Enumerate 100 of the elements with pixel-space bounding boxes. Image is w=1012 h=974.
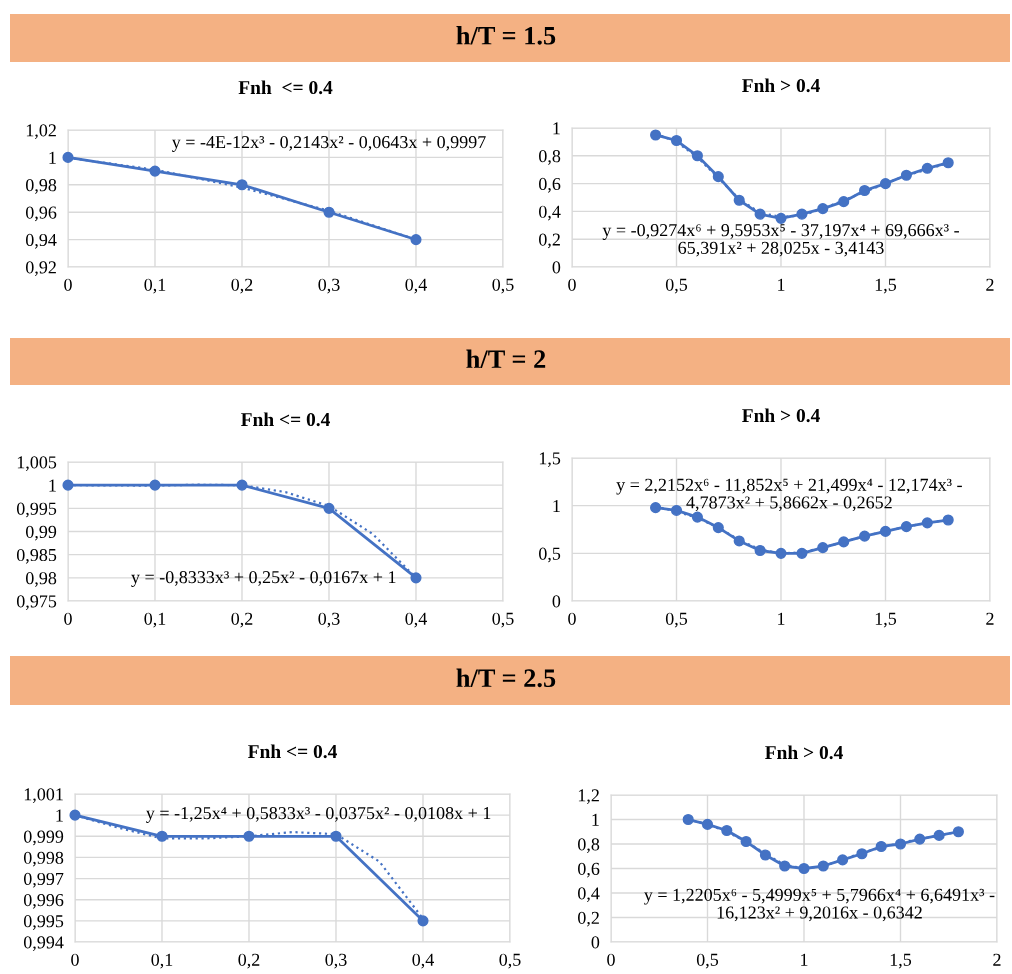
point: [670, 504, 683, 516]
point: [838, 536, 850, 548]
y-tick-label: 0,96: [25, 206, 57, 222]
y-tick-label: 0,995: [16, 502, 57, 518]
point: [410, 572, 422, 584]
annotation: y = -1,25x⁴ + 0,5833x³ - 0,0375x² - 0,0108x + 1: [146, 807, 491, 823]
point: [323, 502, 335, 514]
x-tick-label: 0,4: [412, 953, 434, 969]
point: [712, 522, 724, 534]
point: [879, 525, 892, 537]
y-tick-label: 1: [553, 500, 560, 512]
point: [775, 547, 787, 559]
x-tick-label: 0,3: [325, 953, 347, 969]
x-tick-label: 2: [986, 612, 994, 625]
y-tick-label: 1,2: [578, 789, 599, 805]
point: [952, 826, 964, 838]
y-tick-label: 0,5: [539, 547, 561, 563]
point: [701, 818, 714, 830]
x-tick-label: 0: [568, 278, 576, 291]
point: [900, 521, 912, 533]
y-tick-label: 0,98: [25, 179, 57, 194]
point: [712, 171, 724, 183]
x-tick-label: 0,5: [492, 612, 514, 628]
point: [942, 157, 954, 169]
y-tick-label: 0,994: [23, 936, 64, 952]
x-tick-label: 0,1: [144, 278, 166, 294]
point: [733, 194, 745, 206]
point: [933, 829, 945, 841]
y-tick-label: 0,8: [578, 838, 600, 854]
point: [838, 196, 850, 208]
x-tick-label: 1,5: [890, 953, 912, 969]
y-tick-label: 0,4: [539, 205, 561, 221]
x-tick-label: 0: [64, 612, 72, 625]
x-tick-label: 0,4: [405, 612, 427, 628]
point: [721, 824, 733, 837]
y-tick-label: 0,92: [25, 261, 56, 277]
y-tick-label: 1,001: [24, 788, 63, 804]
point: [859, 530, 871, 542]
y-tick-label: 0,985: [16, 548, 57, 564]
y-tick-label: 0,2: [539, 233, 560, 249]
point: [691, 511, 703, 523]
x-tick-label: 1: [801, 953, 808, 966]
y-tick-label: 0,999: [23, 830, 64, 846]
y-tick-label: 0,998: [23, 851, 64, 867]
point: [62, 479, 74, 491]
point: [156, 830, 168, 842]
y-tick-label: 0: [552, 261, 561, 274]
chart-title: h/T = 2.5: [456, 668, 556, 688]
point: [62, 151, 74, 163]
annotation: y = 2,2152x⁶ - 11,852x⁵ + 21,499x⁴ - 12,174x³ - 4,7873x² + 5,8662x - 0,2652: [616, 478, 962, 512]
x-tick-label: 0: [64, 278, 72, 291]
annotation: y = -0,8333x³ + 0,25x² - 0,0167x + 1: [131, 571, 396, 587]
point: [798, 862, 810, 875]
x-tick-label: 0,5: [665, 278, 688, 294]
y-tick-label: 0,8: [539, 150, 561, 165]
point: [779, 860, 791, 872]
x-tick-label: 0,3: [318, 612, 340, 628]
y-tick-label: 0,4: [578, 887, 600, 903]
chart-subtitle: Fnh <= 0.4: [238, 80, 333, 95]
x-tick-label: 0,1: [151, 953, 173, 969]
y-tick-label: 1: [49, 151, 56, 164]
x-tick-label: 0,4: [405, 278, 427, 294]
chart-subtitle: Fnh > 0.4: [742, 78, 820, 93]
x-tick-label: 0,5: [499, 953, 521, 969]
x-tick-label: 0,2: [238, 953, 260, 969]
point: [650, 502, 662, 514]
y-tick-label: 0,2: [578, 911, 599, 927]
y-tick-label: 1: [49, 479, 56, 492]
point: [879, 178, 892, 190]
x-tick-label: 0,5: [696, 953, 719, 969]
point: [754, 544, 766, 557]
x-tick-label: 0,5: [492, 278, 514, 294]
y-tick-label: 0,975: [16, 595, 57, 611]
point: [650, 129, 662, 141]
y-tick-label: 0,6: [539, 177, 561, 193]
x-tick-label: 1,5: [875, 278, 897, 294]
y-tick-label: 1,02: [26, 124, 56, 140]
point: [921, 162, 933, 174]
x-tick-label: 1: [778, 612, 785, 625]
point: [894, 838, 907, 850]
x-tick-label: 0,3: [318, 278, 340, 294]
point: [670, 134, 683, 147]
chart-subtitle: Fnh <= 0.4: [247, 744, 337, 759]
point: [859, 184, 871, 197]
point: [837, 854, 849, 866]
y-tick-label: 1,5: [539, 452, 561, 468]
y-tick-label: 0: [552, 595, 561, 608]
x-tick-label: 0,5: [665, 612, 688, 628]
y-tick-label: 0,98: [25, 572, 57, 587]
y-tick-label: 0,995: [23, 915, 64, 930]
point: [875, 840, 887, 853]
y-tick-label: 1: [553, 122, 560, 135]
y-tick-label: 0,996: [23, 893, 64, 909]
x-tick-label: 0,2: [231, 278, 253, 294]
annotation: y = -0,9274x⁶ + 9,5953x⁵ - 37,197x⁴ + 69,666x³ - 65,391x² + 28,025x - 3,4143: [602, 224, 959, 257]
x-tick-label: 2: [986, 278, 994, 291]
annotation: y = 1,2205x⁶ - 5,4999x⁵ + 5,7966x⁴ + 6,6491x³ - 16,123x² + 9,2016x - 0,6342: [644, 888, 995, 922]
point: [410, 234, 422, 246]
point: [691, 150, 703, 162]
x-tick-label: 2: [993, 953, 1001, 966]
